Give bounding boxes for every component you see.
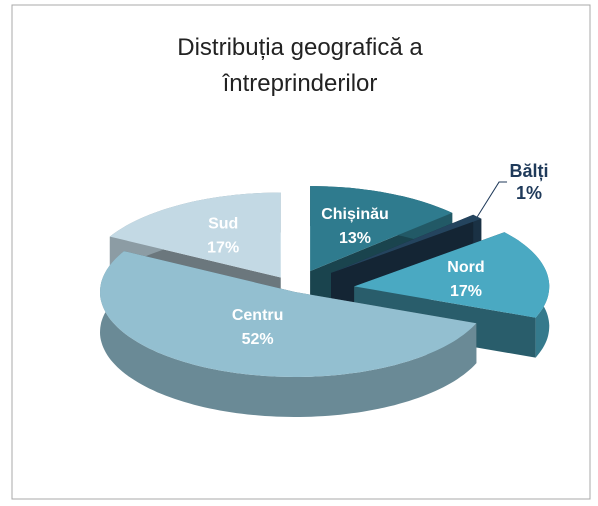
slice-label: Chișinău: [321, 206, 389, 223]
slice-label: Centru: [232, 307, 284, 324]
slice-value-label: 13%: [339, 230, 371, 247]
leader-line: [476, 181, 508, 218]
slice-value-label: 17%: [207, 239, 239, 256]
slice-label: Sud: [208, 215, 238, 232]
slice: [310, 186, 453, 272]
slice: [100, 251, 477, 417]
slice-label: Nord: [447, 259, 484, 276]
slice: [109, 192, 281, 278]
slice-label: Bălți: [510, 161, 549, 181]
slice: [354, 232, 550, 318]
slice-value-label: 52%: [242, 331, 274, 348]
slice-side: [100, 251, 477, 417]
slice: [331, 214, 482, 273]
slice-value-label: 1%: [516, 183, 542, 203]
slice-value-label: 17%: [450, 283, 482, 300]
slice: [100, 251, 477, 377]
slice: [354, 232, 550, 358]
chart-title: Distribuția geografică a întreprinderilo…: [177, 34, 423, 97]
